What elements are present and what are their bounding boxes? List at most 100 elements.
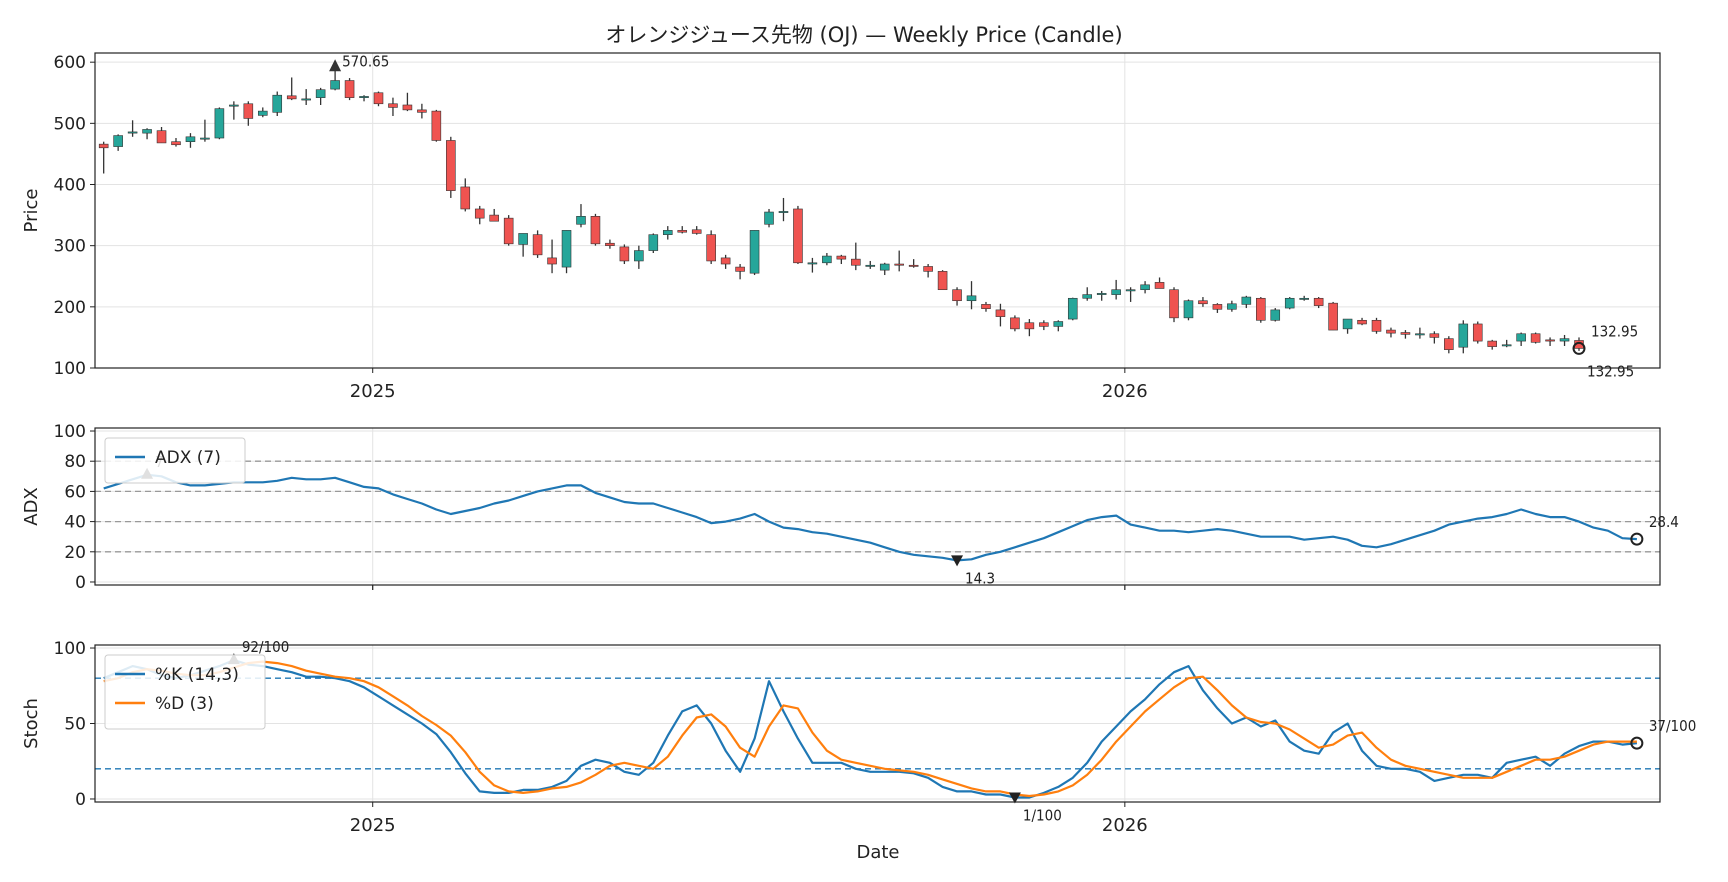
candle-body	[214, 108, 225, 139]
candle-body	[301, 98, 311, 101]
candle-body	[865, 264, 876, 267]
candle-body	[431, 110, 442, 141]
candle-body	[851, 258, 861, 266]
candle-body	[1386, 329, 1396, 334]
candle-body	[503, 217, 514, 245]
candle-body	[1270, 309, 1281, 321]
x-tick-label: 2026	[1102, 381, 1148, 402]
candle-body	[1256, 297, 1266, 321]
candle-body	[807, 262, 818, 265]
max-annotation: 92/100	[242, 638, 289, 656]
candle-body	[1371, 319, 1382, 332]
candle-body	[257, 110, 268, 116]
candle-body	[460, 186, 471, 210]
candle-body	[1039, 322, 1049, 327]
x-axis-label: Date	[856, 842, 899, 863]
y-tick-label: 40	[64, 513, 86, 533]
last-marker	[1572, 341, 1586, 355]
legend-label: %K (14,3)	[155, 665, 239, 685]
candle-body	[764, 211, 774, 225]
price-panel: 100 200 300 400 500 600 Price 570.65 132.95 132.9…	[21, 52, 1661, 402]
legend-label: ADX (7)	[155, 448, 221, 468]
candle-body	[735, 266, 745, 272]
candle-body	[923, 266, 933, 272]
candle-body	[1415, 333, 1425, 336]
candle-body	[952, 289, 962, 302]
candle-body	[474, 208, 485, 219]
candle-body	[981, 304, 991, 309]
candle-body	[662, 230, 673, 235]
series-line	[103, 473, 1637, 562]
candle-body	[1472, 323, 1483, 342]
candle-body	[1299, 297, 1309, 300]
candle-body	[1487, 340, 1498, 347]
candle-body	[518, 233, 528, 245]
candle-body	[1444, 338, 1454, 350]
candle-body	[156, 130, 167, 144]
candle-body	[1227, 303, 1237, 310]
legend: ADX (7)	[104, 437, 246, 484]
candle-body	[1241, 296, 1252, 305]
candle-body	[272, 94, 283, 113]
candle-body	[822, 255, 832, 264]
candle-body	[330, 80, 340, 90]
candle-body	[1212, 304, 1223, 310]
candle-body	[1530, 333, 1541, 343]
candle-body	[286, 95, 297, 100]
candle-body	[344, 80, 355, 98]
candle-body	[590, 216, 601, 245]
legend-box	[104, 437, 246, 484]
candle-body	[1198, 300, 1208, 305]
y-tick-label: 60	[64, 482, 86, 502]
candle-body	[113, 135, 123, 147]
candle-body	[879, 263, 890, 271]
candle-body	[1357, 319, 1367, 325]
candle-body	[547, 257, 557, 265]
candle-body	[1024, 322, 1035, 330]
candle-body	[417, 109, 427, 113]
x-tick-label: 2025	[350, 815, 396, 836]
candle-body	[1010, 317, 1020, 330]
y-tick-label: 100	[54, 639, 86, 659]
y-tick-label: 200	[54, 298, 86, 318]
candle-body	[127, 131, 138, 134]
plot-frame	[94, 427, 1661, 586]
y-tick-label: 600	[54, 53, 86, 73]
candle-body	[1096, 293, 1107, 295]
candle-body	[894, 263, 904, 266]
candle-body	[691, 229, 702, 234]
candle-body	[908, 264, 919, 267]
candle-body	[605, 242, 615, 246]
candle-body	[185, 136, 196, 142]
candle-body	[576, 216, 586, 225]
max-marker	[329, 59, 342, 72]
candle-body	[1429, 333, 1440, 338]
y-tick-label: 100	[54, 422, 86, 442]
candle-body	[749, 230, 760, 274]
candle-body	[489, 214, 499, 222]
min-annotation: 1/100	[1023, 806, 1062, 824]
last-annotation: 37/100	[1649, 717, 1696, 735]
y-tick-label: 500	[54, 114, 86, 134]
candle-body	[706, 234, 716, 262]
min-annotation: 14.3	[965, 569, 995, 587]
candle-body	[1067, 297, 1078, 320]
series-line	[103, 658, 1638, 799]
candle-body	[243, 103, 254, 119]
min-marker	[1008, 792, 1021, 804]
candle-body	[359, 96, 369, 98]
y-tick-label: 300	[54, 237, 86, 257]
min-annotation: 132.95	[1587, 362, 1634, 380]
last-marker	[1630, 532, 1644, 546]
y-axis-label: Stoch	[21, 698, 42, 749]
candle-body	[171, 141, 181, 146]
y-tick-label: 80	[64, 452, 86, 472]
candle-body	[446, 140, 456, 191]
candle-body	[677, 230, 688, 233]
candle-body	[1559, 338, 1570, 342]
y-tick-label: 0	[75, 573, 86, 593]
candle-body	[937, 271, 948, 291]
legend-label: %D (3)	[155, 694, 214, 714]
